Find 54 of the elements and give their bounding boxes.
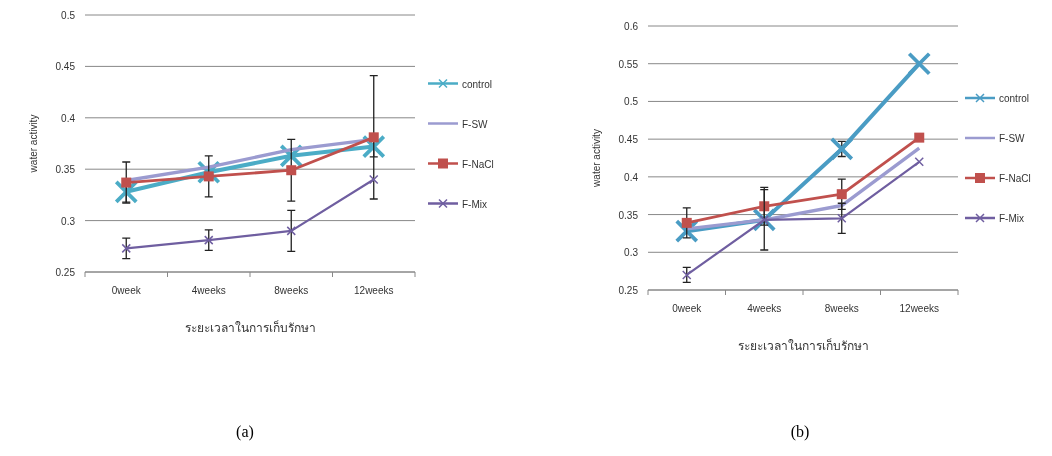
y-tick-label: 0.3: [624, 247, 639, 259]
y-tick-label: 0.4: [624, 171, 639, 183]
legend-label: F-NaCl: [462, 158, 494, 170]
y-tick-label: 0.35: [55, 164, 76, 176]
x-tick-label: 0week: [111, 285, 142, 296]
y-tick-label: 0.55: [618, 58, 639, 70]
point: [204, 235, 214, 245]
point: [759, 201, 770, 212]
x-tick-label: 4weeks: [191, 285, 226, 296]
point: [914, 132, 925, 143]
point: [914, 157, 924, 167]
x-tick-label: 0week: [672, 303, 703, 314]
point: [907, 51, 932, 76]
point: [682, 270, 692, 280]
y-tick-label: 0.25: [618, 285, 639, 296]
y-tick-label: 0.5: [61, 10, 76, 21]
x-tick-label: 12weeks: [899, 303, 939, 314]
y-axis-title: water activity: [591, 129, 602, 188]
point: [368, 132, 379, 143]
legend-label: F-Mix: [999, 213, 1024, 224]
y-tick-label: 0.4: [61, 112, 76, 124]
y-tick-label: 0.45: [618, 134, 639, 146]
y-tick-label: 0.6: [624, 21, 639, 32]
point: [286, 226, 296, 236]
y-tick-label: 0.3: [61, 215, 76, 227]
legend-label: control: [999, 93, 1030, 104]
y-tick-label: 0.25: [55, 267, 76, 278]
x-tick-label: 12weeks: [354, 285, 394, 296]
point: [759, 215, 769, 225]
y-tick-label: 0.35: [618, 209, 639, 221]
legend-label: F-NaCl: [999, 173, 1031, 184]
x-axis-title: ระยะเวลาในการเก็บรักษา: [184, 320, 316, 335]
point: [837, 213, 847, 224]
text: (a): [236, 423, 254, 441]
legend-label: F-SW: [999, 133, 1026, 144]
point: [836, 189, 847, 200]
point: [829, 137, 854, 161]
text: (b): [790, 423, 810, 441]
legend-label: F-SW: [462, 118, 489, 130]
point: [121, 177, 132, 188]
point: [203, 171, 214, 182]
y-tick-label: 0.5: [624, 96, 639, 108]
y-axis-title: water activity: [28, 114, 39, 174]
point: [121, 243, 131, 254]
legend-label: F-Mix: [462, 198, 487, 210]
x-tick-label: 4weeks: [747, 303, 782, 314]
point: [286, 165, 297, 176]
x-axis-title: ระยะเวลาในการเก็บรักษา: [737, 338, 869, 353]
legend-label: control: [462, 78, 493, 90]
point: [681, 217, 692, 228]
y-tick-label: 0.45: [55, 61, 76, 73]
point: [369, 174, 379, 185]
x-tick-label: 8weeks: [274, 285, 309, 296]
x-tick-label: 8weeks: [824, 303, 859, 314]
